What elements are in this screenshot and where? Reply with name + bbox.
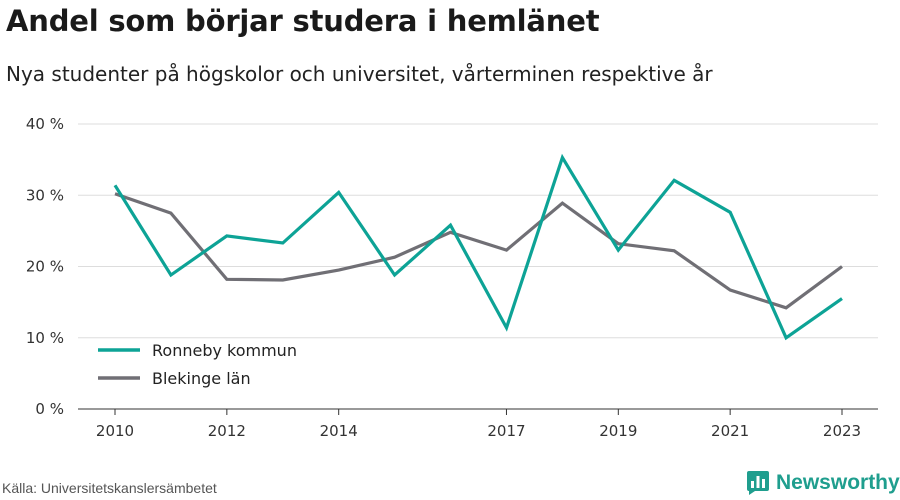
x-tick-label: 2014	[320, 422, 358, 440]
legend-label: Blekinge län	[152, 369, 251, 388]
x-tick-label: 2019	[599, 422, 637, 440]
line-chart: 0 % 10 % 20 % 30 % 40 % 2010 2012 2014 2017 2019 2…	[26, 115, 878, 440]
series-line-blekinge	[114, 192, 843, 310]
brand-logo: Newsworthy	[746, 468, 900, 498]
chart-title: Andel som börjar studera i hemlänet	[6, 4, 600, 38]
y-tick-label: 20 %	[26, 258, 64, 276]
brand-name: Newsworthy	[776, 471, 900, 494]
x-tick-label: 2012	[208, 422, 246, 440]
newsworthy-logo-icon	[747, 471, 769, 495]
x-tick-label: 2017	[487, 422, 525, 440]
x-tick-label: 2023	[823, 422, 861, 440]
y-tick-label: 0 %	[35, 400, 64, 418]
legend-label: Ronneby kommun	[152, 341, 297, 360]
y-tick-label: 10 %	[26, 329, 64, 347]
y-tick-label: 40 %	[26, 115, 64, 133]
series-line-ronneby	[113, 153, 843, 341]
source-note: Källa: Universitetskanslersämbetet	[2, 480, 217, 496]
chart-subtitle: Nya studenter på högskolor och universit…	[6, 62, 713, 86]
y-tick-label: 30 %	[26, 186, 64, 204]
x-tick-label: 2010	[96, 422, 134, 440]
x-tick-label: 2021	[711, 422, 749, 440]
